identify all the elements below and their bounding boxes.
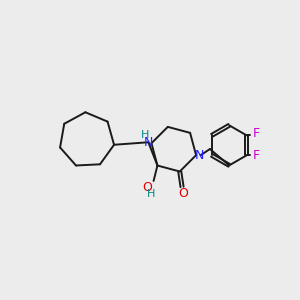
Text: H: H xyxy=(147,189,155,199)
Text: N: N xyxy=(195,149,205,162)
Text: O: O xyxy=(142,181,152,194)
Text: H: H xyxy=(141,130,149,140)
Text: F: F xyxy=(253,127,260,140)
Text: N: N xyxy=(144,136,153,149)
Text: O: O xyxy=(178,187,188,200)
Text: F: F xyxy=(253,149,260,162)
